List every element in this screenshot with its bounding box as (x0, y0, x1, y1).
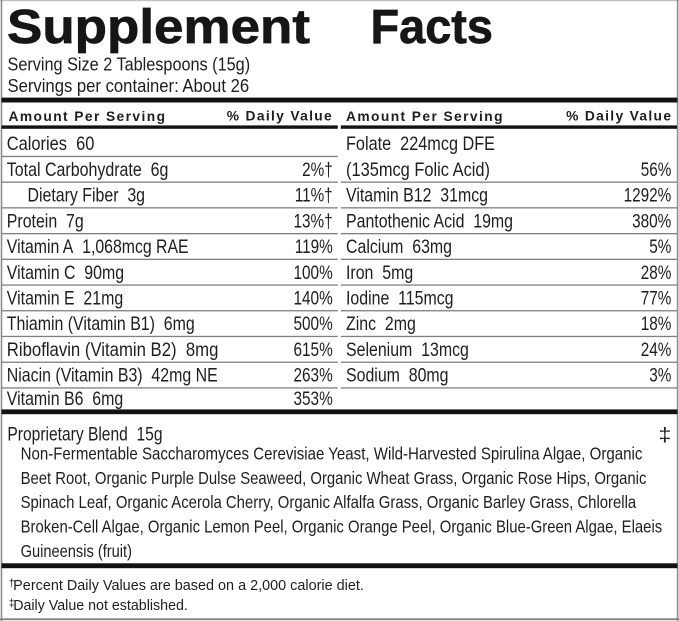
svg-text:(135mcg Folic Acid): (135mcg Folic Acid) (346, 159, 490, 181)
svg-text:Supplement: Supplement (7, 0, 310, 54)
svg-text:Iodine 115mcg: Iodine 115mcg (346, 288, 454, 310)
svg-text:Proprietary Blend 15g: Proprietary Blend 15g (7, 424, 162, 446)
svg-text:500%: 500% (294, 313, 333, 335)
svg-text:†: † (9, 577, 15, 589)
svg-text:119%: 119% (295, 236, 333, 258)
svg-text:Vitamin B12 31mcg: Vitamin B12 31mcg (346, 185, 488, 207)
svg-text:Total Carbohydrate 6g: Total Carbohydrate 6g (7, 159, 169, 181)
svg-text:Serving Size 2 Tablespoons (15: Serving Size 2 Tablespoons (15g) (8, 53, 251, 74)
svg-text:Niacin (Vitamin B3) 42mg NE: Niacin (Vitamin B3) 42mg NE (7, 365, 218, 387)
svg-text:3%: 3% (649, 365, 671, 387)
svg-text:Riboflavin (Vitamin B2) 8mg: Riboflavin (Vitamin B2) 8mg (7, 339, 219, 361)
svg-text:353%: 353% (294, 388, 333, 410)
svg-text:Selenium 13mcg: Selenium 13mcg (346, 339, 469, 361)
svg-text:Percent Daily Values are based: Percent Daily Values are based on a 2,00… (13, 578, 364, 594)
svg-text:Vitamin B6 6mg: Vitamin B6 6mg (7, 388, 123, 410)
svg-text:Daily Value not established.: Daily Value not established. (13, 598, 188, 614)
svg-text:Beet Root, Organic Purple Duls: Beet Root, Organic Purple Dulse Seaweed,… (21, 468, 647, 488)
svg-text:77%: 77% (641, 288, 672, 310)
svg-text:‡: ‡ (9, 597, 15, 609)
svg-text:11%†: 11%† (295, 185, 333, 207)
svg-text:Guineensis (fruit): Guineensis (fruit) (21, 541, 132, 561)
svg-text:Servings per container: About: Servings per container: About 26 (8, 75, 250, 96)
svg-text:Pantothenic Acid 19mg: Pantothenic Acid 19mg (346, 210, 513, 232)
svg-text:Calories 60: Calories 60 (7, 133, 95, 155)
svg-text:28%: 28% (641, 262, 672, 284)
svg-text:18%: 18% (641, 313, 672, 335)
svg-text:140%: 140% (294, 288, 333, 310)
svg-text:1292%: 1292% (624, 185, 672, 207)
svg-text:% Daily Value: % Daily Value (566, 109, 671, 124)
svg-text:% Daily Value: % Daily Value (227, 109, 332, 124)
svg-text:Sodium 80mg: Sodium 80mg (346, 365, 449, 387)
svg-text:Amount Per Serving: Amount Per Serving (9, 109, 166, 124)
svg-text:Iron 5mg: Iron 5mg (346, 262, 413, 284)
svg-text:Vitamin C 90mg: Vitamin C 90mg (7, 262, 124, 284)
svg-text:Facts: Facts (371, 0, 494, 54)
svg-text:100%: 100% (294, 262, 333, 284)
svg-text:Thiamin (Vitamin B1) 6mg: Thiamin (Vitamin B1) 6mg (7, 313, 195, 335)
svg-text:615%: 615% (294, 339, 333, 361)
svg-text:‡: ‡ (658, 424, 671, 446)
svg-text:Dietary Fiber 3g: Dietary Fiber 3g (28, 185, 146, 207)
svg-text:Vitamin A 1,068mcg RAE: Vitamin A 1,068mcg RAE (7, 236, 189, 258)
svg-text:263%: 263% (294, 365, 333, 387)
svg-text:Broken-Cell Algae, Organic Lem: Broken-Cell Algae, Organic Lemon Peel, O… (21, 517, 663, 537)
svg-text:Protein 7g: Protein 7g (7, 210, 84, 232)
svg-text:Spinach Leaf, Organic Acerola: Spinach Leaf, Organic Acerola Cherry, Or… (21, 492, 637, 512)
svg-text:24%: 24% (641, 339, 672, 361)
svg-text:380%: 380% (632, 210, 671, 232)
svg-text:Non-Fermentable Saccharomyces: Non-Fermentable Saccharomyces Cerevisiae… (21, 443, 643, 463)
svg-text:13%†: 13%† (294, 210, 333, 232)
svg-text:Zinc 2mg: Zinc 2mg (346, 313, 416, 335)
svg-text:Calcium 63mg: Calcium 63mg (346, 236, 452, 258)
svg-text:2%†: 2%† (302, 159, 333, 181)
svg-text:Amount Per Serving: Amount Per Serving (346, 109, 503, 124)
svg-text:5%: 5% (649, 236, 671, 258)
svg-text:Folate 224mcg DFE: Folate 224mcg DFE (346, 133, 495, 155)
svg-text:56%: 56% (641, 159, 672, 181)
svg-text:Vitamin E 21mg: Vitamin E 21mg (7, 288, 123, 310)
